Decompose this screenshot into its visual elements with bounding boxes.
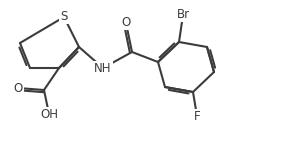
Text: F: F xyxy=(194,110,200,123)
Text: O: O xyxy=(121,16,131,29)
Text: OH: OH xyxy=(40,108,58,121)
Text: O: O xyxy=(13,82,23,95)
Text: Br: Br xyxy=(177,8,189,21)
Text: NH: NH xyxy=(94,61,112,75)
Text: S: S xyxy=(60,10,68,23)
